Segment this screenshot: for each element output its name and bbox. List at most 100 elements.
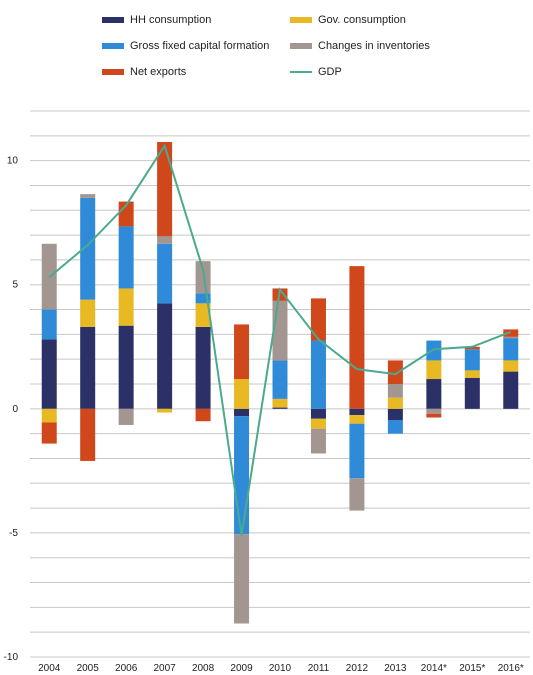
bar-segment: [503, 360, 519, 372]
bar-segment: [41, 422, 57, 444]
bar-segment: [41, 408, 57, 423]
bar-segment: [349, 423, 365, 479]
bar-segment: [118, 226, 134, 289]
bar-segment: [195, 303, 211, 327]
bar-segment: [387, 360, 403, 384]
bar-segment: [234, 408, 250, 417]
legend-label-gdp: GDP: [318, 66, 342, 78]
bar-segment: [80, 299, 96, 327]
bar-segment: [272, 360, 288, 399]
x-tick-label: 2008: [192, 663, 215, 674]
x-tick-label: 2016*: [498, 663, 524, 674]
x-tick-label: 2015*: [459, 663, 485, 674]
bar-segment: [464, 370, 480, 378]
bar-segment: [387, 419, 403, 434]
legend-label-gfcf: Gross fixed capital formation: [130, 40, 270, 52]
legend-item-hh-consumption: HH consumption: [102, 14, 211, 26]
y-tick-label: 10: [7, 156, 19, 167]
x-tick-label: 2005: [77, 663, 100, 674]
gdp-line-group: [48, 143, 512, 536]
bar-segment: [118, 408, 134, 425]
bar-segment: [80, 197, 96, 300]
bar-segment: [426, 413, 442, 418]
bar-segment: [234, 534, 250, 624]
legend-swatch-gov-consumption: [290, 17, 312, 23]
legend-swatch-gfcf: [102, 43, 124, 49]
bar-segment: [310, 298, 326, 341]
bar-segment: [157, 408, 173, 413]
y-tick-label: 5: [12, 280, 18, 291]
legend-item-inventories: Changes in inventories: [290, 40, 430, 52]
bar-segment: [426, 340, 442, 361]
y-tick-label: -5: [9, 528, 18, 539]
bar-segment: [41, 309, 57, 340]
legend-line-gdp: [290, 71, 312, 73]
bar-segment: [272, 300, 288, 361]
bar-segment: [272, 407, 288, 409]
bar-segment: [195, 293, 211, 304]
bar-segment: [195, 326, 211, 409]
bar-segment: [118, 325, 134, 409]
x-axis: 2004 2005 2006 2007 2008 2009 2010 2011 2012 2013…: [38, 663, 524, 674]
bar-segment: [349, 266, 365, 409]
bar-segment: [387, 397, 403, 409]
bar-segment: [426, 360, 442, 380]
bar-segment: [464, 346, 480, 350]
bar-segment: [80, 326, 96, 409]
bar-segment: [387, 408, 403, 420]
x-tick-label: 2014*: [421, 663, 447, 674]
bar-segment: [234, 379, 250, 409]
legend-item-gfcf: Gross fixed capital formation: [102, 40, 269, 52]
bar-segment: [157, 236, 173, 244]
bar-segment: [464, 377, 480, 409]
legend-label-gov-consumption: Gov. consumption: [318, 14, 406, 26]
legend-label-hh-consumption: HH consumption: [130, 14, 212, 26]
x-tick-label: 2011: [308, 663, 330, 674]
x-tick-label: 2009: [230, 663, 253, 674]
legend-swatch-net-exports: [102, 69, 124, 75]
legend-item-gdp: GDP: [290, 66, 342, 78]
bar-segment: [157, 243, 173, 304]
x-tick-label: 2012: [346, 663, 369, 674]
legend-label-net-exports: Net exports: [130, 66, 187, 78]
bar-segment: [118, 288, 134, 326]
bar-segment: [310, 340, 326, 409]
bars-group: [41, 142, 519, 624]
bar-segment: [503, 338, 519, 361]
bar-segment: [310, 418, 326, 429]
bar-segment: [234, 416, 250, 535]
bar-segment: [310, 428, 326, 454]
x-tick-label: 2010: [269, 663, 292, 674]
y-axis: -10 -5 0 5 10: [4, 156, 19, 663]
bar-segment: [503, 371, 519, 409]
bar-segment: [80, 194, 96, 198]
legend-label-inventories: Changes in inventories: [318, 40, 430, 52]
x-tick-label: 2004: [38, 663, 61, 674]
bar-segment: [349, 415, 365, 424]
bar-segment: [349, 478, 365, 511]
legend-item-gov-consumption: Gov. consumption: [290, 14, 406, 26]
y-tick-label: -10: [4, 652, 19, 663]
bar-segment: [464, 349, 480, 371]
y-tick-label: 0: [12, 404, 18, 415]
bar-segment: [195, 261, 211, 294]
x-tick-label: 2013: [384, 663, 407, 674]
gdp-line: [48, 143, 512, 536]
bar-segment: [426, 408, 442, 414]
x-tick-label: 2007: [153, 663, 176, 674]
bar-segment: [234, 324, 250, 380]
bar-segment: [157, 303, 173, 409]
legend-item-net-exports: Net exports: [102, 66, 186, 78]
bar-segment: [503, 329, 519, 337]
bar-segment: [80, 408, 96, 461]
bar-segment: [272, 398, 288, 408]
bar-segment: [426, 379, 442, 409]
bar-segment: [310, 408, 326, 419]
bar-segment: [387, 384, 403, 398]
legend-swatch-inventories: [290, 43, 312, 49]
bar-segment: [349, 408, 365, 416]
bar-segment: [503, 336, 519, 339]
bar-segment: [157, 142, 173, 237]
legend-swatch-hh-consumption: [102, 17, 124, 23]
